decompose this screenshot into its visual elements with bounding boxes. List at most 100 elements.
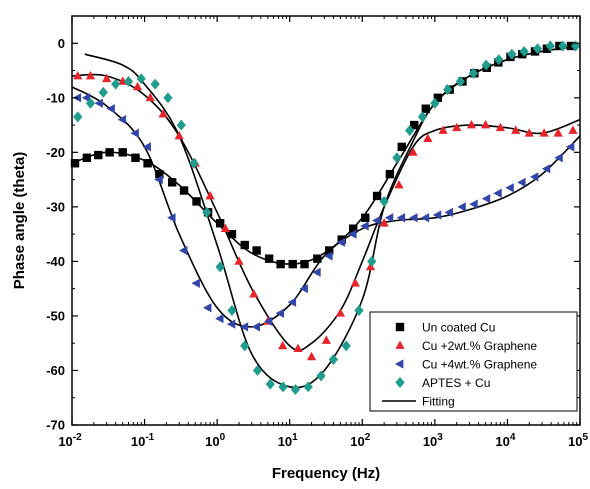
data-point <box>480 120 491 129</box>
data-point <box>410 120 419 130</box>
data-point <box>408 147 418 156</box>
data-point <box>189 157 199 169</box>
data-point <box>158 109 168 118</box>
series-1-markers <box>73 70 578 361</box>
data-point <box>82 153 92 162</box>
legend-box <box>369 311 578 412</box>
legend-label: Fitting <box>422 395 455 409</box>
data-point <box>94 150 103 160</box>
y-tick-label: -60 <box>46 363 65 378</box>
x-tick-label: 102 <box>350 432 370 449</box>
data-point <box>457 202 466 212</box>
x-tick-label: 10-2 <box>58 432 82 449</box>
data-point <box>202 206 212 218</box>
data-point <box>275 308 285 318</box>
data-point <box>316 370 326 382</box>
data-point <box>136 73 146 85</box>
data-point <box>98 86 108 98</box>
data-point <box>433 93 443 102</box>
data-point <box>341 340 351 352</box>
data-point <box>423 133 433 143</box>
data-point <box>191 278 200 288</box>
y-tick-label: -20 <box>46 145 65 160</box>
data-point <box>372 191 382 201</box>
data-point <box>360 221 369 231</box>
data-point <box>227 229 237 239</box>
data-point <box>350 278 360 287</box>
data-point <box>167 178 177 187</box>
x-tick-label: 105 <box>568 432 588 449</box>
legend-label: Un coated Cu <box>422 321 495 335</box>
data-point <box>566 41 576 51</box>
plot-frame <box>71 15 581 426</box>
fitting-curve <box>84 45 581 389</box>
data-point <box>290 384 301 396</box>
data-point <box>354 305 364 316</box>
data-point <box>392 152 402 164</box>
data-point <box>348 229 357 239</box>
data-point <box>420 213 430 223</box>
data-point <box>336 237 346 247</box>
data-point <box>469 199 478 209</box>
data-point <box>379 218 389 227</box>
data-point <box>179 186 189 195</box>
data-point <box>265 378 275 390</box>
data-point <box>73 111 83 123</box>
data-point <box>118 148 127 157</box>
data-point <box>306 351 317 361</box>
data-point <box>288 259 297 269</box>
x-axis-title: Frequency (Hz) <box>272 465 380 482</box>
y-tick-label: -10 <box>46 90 65 105</box>
data-point <box>145 92 155 102</box>
data-point <box>519 45 529 57</box>
data-point <box>293 343 303 353</box>
series-0-markers <box>70 41 576 269</box>
data-point <box>102 73 112 83</box>
data-point <box>94 98 103 108</box>
data-point <box>130 128 139 138</box>
data-point <box>524 128 534 137</box>
data-point <box>507 48 517 60</box>
data-point <box>300 259 309 269</box>
data-point <box>367 255 377 267</box>
legend-marker <box>395 322 405 332</box>
data-point <box>372 215 381 226</box>
legend-marker <box>395 340 405 349</box>
data-point <box>385 169 395 179</box>
data-point <box>481 194 491 204</box>
data-point <box>455 75 466 87</box>
data-point <box>106 104 115 114</box>
data-point <box>117 114 127 125</box>
data-point <box>215 314 224 324</box>
data-point <box>132 81 143 91</box>
data-point <box>529 172 539 182</box>
x-tick-label: 10-1 <box>131 432 155 449</box>
legend: Un coated Cu Cu +2wt.% Graphene Cu +4wt.% … <box>369 311 578 412</box>
data-point <box>324 251 333 261</box>
data-point <box>85 70 96 80</box>
data-point <box>179 245 188 256</box>
y-tick-label: -50 <box>46 308 65 323</box>
data-point <box>105 148 114 157</box>
fitting-curve <box>71 73 581 352</box>
y-tick-label: -30 <box>46 199 65 214</box>
data-point <box>313 254 322 263</box>
data-point <box>379 195 389 207</box>
x-tick-label: 103 <box>423 432 443 449</box>
data-point <box>154 174 163 185</box>
data-point <box>227 305 237 316</box>
data-point <box>505 183 514 193</box>
data-point <box>111 78 121 90</box>
data-point <box>443 84 453 96</box>
data-point <box>70 159 80 168</box>
data-point <box>554 153 563 163</box>
data-point <box>155 169 164 179</box>
data-point <box>466 120 477 129</box>
data-point <box>324 246 334 255</box>
data-point <box>174 130 184 140</box>
data-point <box>176 119 186 131</box>
data-point <box>299 284 308 294</box>
fitting-curve <box>71 86 581 328</box>
